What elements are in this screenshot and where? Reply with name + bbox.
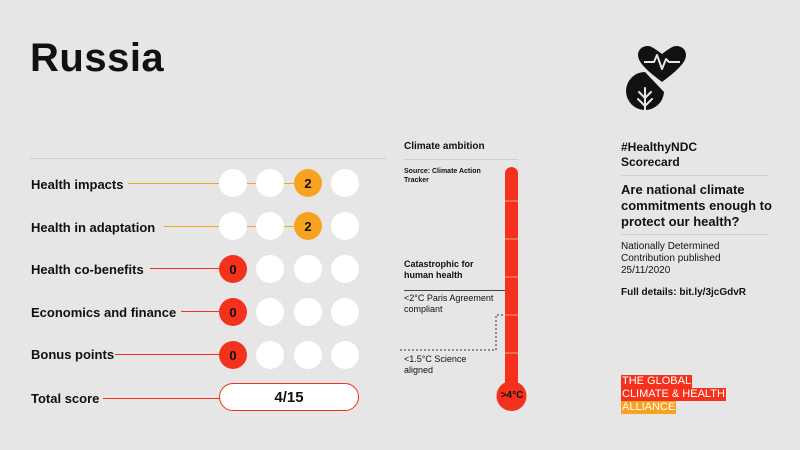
thermometer bbox=[496, 167, 527, 411]
leader-line bbox=[103, 398, 221, 399]
hashtag-label: #HealthyNDC bbox=[621, 140, 698, 154]
row-label-health-co-benefits: Health co-benefits bbox=[31, 262, 144, 277]
row-label-health-adaptation: Health in adaptation bbox=[31, 220, 156, 235]
leader-line bbox=[128, 183, 306, 184]
row-label-health-impacts: Health impacts bbox=[31, 177, 124, 192]
row-label-bonus-points: Bonus points bbox=[31, 347, 115, 362]
alliance-line-3: ALLIANCE bbox=[621, 401, 677, 414]
score-circle bbox=[256, 298, 284, 326]
score-circle-active: 0 bbox=[219, 255, 247, 283]
score-circle bbox=[294, 298, 322, 326]
paris-label: <2°C Paris Agreement compliant bbox=[404, 293, 494, 314]
score-circle bbox=[294, 255, 322, 283]
score-circle bbox=[331, 341, 359, 369]
science-label: <1.5°C Science aligned bbox=[404, 354, 467, 375]
leader-line bbox=[181, 311, 230, 312]
catastrophic-label: Catastrophic for human health bbox=[404, 259, 474, 280]
score-circle-active: 2 bbox=[294, 169, 322, 197]
divider bbox=[621, 175, 769, 176]
score-circle-active: 0 bbox=[219, 298, 247, 326]
alliance-line-1: THE GLOBAL bbox=[621, 375, 693, 388]
total-score-value: 4/15 bbox=[219, 383, 359, 411]
divider bbox=[404, 159, 518, 160]
divider bbox=[621, 234, 769, 235]
total-score-label: Total score bbox=[31, 391, 100, 406]
leader-line bbox=[150, 268, 230, 269]
ndc-published-text: Nationally Determined Contribution publi… bbox=[621, 241, 721, 276]
score-circle bbox=[331, 255, 359, 283]
score-circle bbox=[256, 212, 284, 240]
score-circle bbox=[294, 341, 322, 369]
score-circle bbox=[331, 298, 359, 326]
climate-ambition-heading: Climate ambition bbox=[404, 141, 485, 152]
question-text: Are national climate commitments enough … bbox=[621, 182, 772, 229]
threshold-line bbox=[404, 290, 518, 291]
alliance-logo: THE GLOBAL CLIMATE & HEALTH ALLIANCE bbox=[621, 375, 726, 414]
score-circle bbox=[256, 341, 284, 369]
divider bbox=[30, 158, 386, 159]
score-circle bbox=[219, 169, 247, 197]
score-circle-active: 2 bbox=[294, 212, 322, 240]
page-title: Russia bbox=[30, 36, 165, 80]
score-circle bbox=[256, 169, 284, 197]
score-circle bbox=[256, 255, 284, 283]
rating-label: >4°C bbox=[500, 390, 524, 401]
score-circle bbox=[219, 212, 247, 240]
score-circle-active: 0 bbox=[219, 341, 247, 369]
scorecard-heading: #HealthyNDC Scorecard bbox=[621, 140, 697, 170]
score-circle bbox=[331, 212, 359, 240]
scorecard-label: Scorecard bbox=[621, 155, 680, 169]
score-circle bbox=[331, 169, 359, 197]
leader-line bbox=[115, 354, 230, 355]
full-details-link[interactable]: Full details: bit.ly/3jcGdvR bbox=[621, 287, 747, 298]
row-label-economics-finance: Economics and finance bbox=[31, 305, 177, 320]
source-label: Source: Climate Action Tracker bbox=[404, 168, 481, 184]
alliance-line-2: CLIMATE & HEALTH bbox=[621, 388, 726, 401]
heart-leaf-icon bbox=[626, 46, 686, 115]
